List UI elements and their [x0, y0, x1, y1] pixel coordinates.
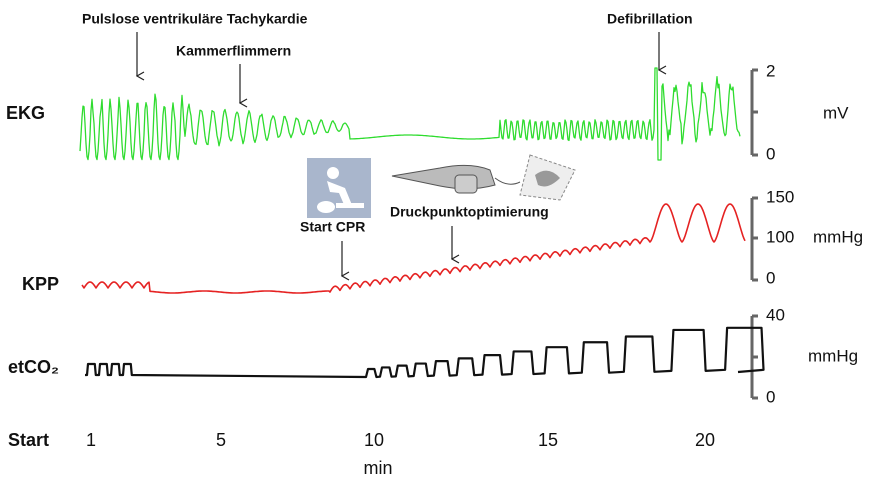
scale-bar	[752, 70, 758, 155]
figure: Pulslose ventrikuläre Tachykardie Kammer…	[0, 0, 872, 483]
scale-label: 0	[766, 387, 775, 406]
time-tick: 1	[86, 430, 96, 450]
annotation: Kammerflimmern	[176, 43, 291, 59]
channel-label: KPP	[22, 274, 59, 294]
scale-bar	[752, 198, 758, 280]
cpr-icon	[307, 158, 371, 218]
annotation: Defibrillation	[607, 11, 693, 27]
probe-icon	[392, 155, 575, 200]
scale-label: 0	[766, 144, 775, 163]
scale-label: 150	[766, 187, 794, 206]
time-tick: 15	[538, 430, 558, 450]
annotation: Druckpunktoptimierung	[390, 204, 549, 220]
time-axis-title: min	[363, 458, 392, 478]
scale-label: 2	[766, 61, 775, 80]
channel-label: EKG	[6, 103, 45, 123]
time-tick: 20	[695, 430, 715, 450]
etco2-trace	[85, 328, 764, 377]
scale-label: 100	[766, 227, 794, 246]
scale-label: 0	[766, 268, 775, 287]
ekg-trace	[80, 68, 740, 160]
unit-label: mV	[823, 103, 849, 122]
time-tick: 10	[364, 430, 384, 450]
scale-label: 40	[766, 305, 785, 324]
time-tick: 5	[216, 430, 226, 450]
annotation: Pulslose ventrikuläre Tachykardie	[82, 11, 308, 27]
channel-label: etCO₂	[8, 357, 59, 377]
annotation: Start CPR	[300, 219, 365, 235]
unit-label: mmHg	[813, 227, 863, 246]
start-label: Start	[8, 430, 49, 450]
unit-label: mmHg	[808, 346, 858, 365]
